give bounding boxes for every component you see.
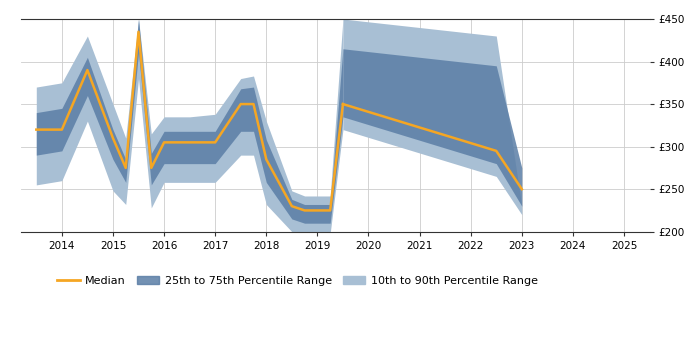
Legend: Median, 25th to 75th Percentile Range, 10th to 90th Percentile Range: Median, 25th to 75th Percentile Range, 1… [53, 271, 543, 290]
